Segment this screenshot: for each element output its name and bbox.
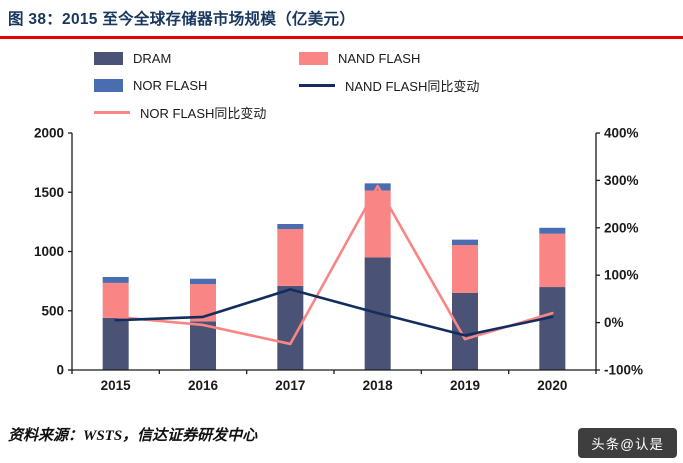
left-axis-label: 0	[56, 363, 64, 378]
bar-segment-nor-flash	[190, 278, 216, 285]
nor-yoy-line-swatch-icon	[94, 110, 130, 114]
legend-label-dram: DRAM	[133, 50, 172, 66]
x-axis-label: 2016	[188, 378, 219, 393]
right-axis-label: -100%	[604, 363, 643, 378]
left-axis-label: 1500	[34, 185, 64, 200]
bar-segment-nor-flash	[539, 227, 566, 234]
nor-swatch-icon	[94, 78, 123, 92]
bar-segment-nand-flash	[539, 233, 566, 288]
bar-segment-nand-flash	[277, 228, 304, 286]
right-axis-label: 100%	[604, 268, 639, 283]
bar-segment-dram	[452, 292, 478, 370]
figure-title: 图 38：2015 至今全球存储器市场规模（亿美元）	[8, 11, 356, 28]
bar-segment-nand-flash	[452, 244, 478, 293]
bar-segment-nor-flash	[277, 224, 304, 229]
legend-label-nand-yoy: NAND FLASH同比变动	[345, 78, 480, 94]
yoy-line	[114, 288, 554, 337]
right-axis-label: 0%	[604, 315, 624, 330]
nand-yoy-line-swatch-icon	[299, 83, 335, 87]
right-axis-label: 200%	[604, 220, 639, 235]
bar-segment-nand-flash	[102, 282, 129, 318]
x-axis-label: 2019	[450, 378, 480, 393]
chart-legend: DRAM NAND FLASH NOR FLASH NAND FLASH同比变动…	[94, 50, 589, 121]
yoy-line	[114, 184, 554, 346]
bar-segment-nor-flash	[452, 239, 478, 245]
left-axis-label: 500	[41, 303, 64, 318]
left-axis-label: 2000	[34, 126, 64, 141]
legend-label-nor-yoy: NOR FLASH同比变动	[140, 105, 267, 121]
legend-label-nor: NOR FLASH	[133, 77, 208, 93]
x-axis-label: 2018	[363, 378, 394, 393]
nand-swatch-icon	[299, 51, 328, 65]
legend-grid: DRAM NAND FLASH NOR FLASH NAND FLASH同比变动…	[94, 50, 589, 121]
legend-item-nor: NOR FLASH	[94, 77, 299, 93]
bar-segment-dram	[190, 321, 216, 370]
legend-item-nand-yoy: NAND FLASH同比变动	[299, 77, 589, 94]
legend-item-nand: NAND FLASH	[299, 50, 589, 66]
legend-item-dram: DRAM	[94, 50, 299, 66]
right-axis-label: 300%	[604, 173, 639, 188]
bar-segment-dram	[102, 317, 129, 370]
watermark-badge: 头条@认是	[578, 428, 677, 458]
x-axis-label: 2015	[101, 378, 132, 393]
bar-segment-dram	[539, 287, 566, 370]
dram-swatch-icon	[94, 51, 123, 65]
x-axis-label: 2020	[537, 378, 567, 393]
right-axis-label: 400%	[604, 126, 639, 141]
legend-item-nor-yoy: NOR FLASH同比变动	[94, 104, 299, 121]
title-divider-rule	[0, 36, 683, 39]
x-axis-label: 2017	[275, 378, 305, 393]
legend-label-nand: NAND FLASH	[338, 50, 421, 66]
left-axis-label: 1000	[34, 244, 64, 259]
bar-segment-nor-flash	[102, 276, 129, 283]
data-source-note: 资料来源：WSTS，信达证券研发中心	[8, 428, 258, 444]
